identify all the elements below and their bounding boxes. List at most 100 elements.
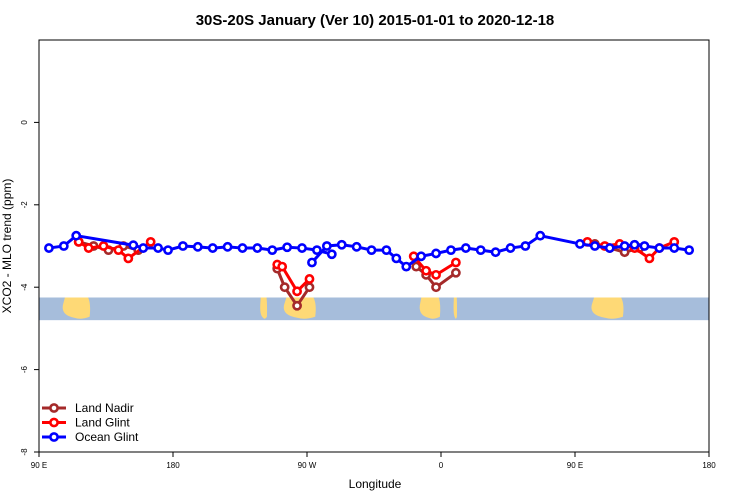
ocean-glint-point xyxy=(267,245,278,256)
ocean-glint-point xyxy=(401,261,412,272)
ocean-glint-point xyxy=(684,245,695,256)
legend-marker xyxy=(49,432,59,442)
land-glint-point xyxy=(98,241,109,251)
madagascar-landmass xyxy=(453,297,458,319)
ocean-glint-point xyxy=(575,239,585,249)
ocean-glint-point xyxy=(535,230,546,241)
ocean-glint-point xyxy=(505,243,516,253)
land-nadir-point xyxy=(431,282,441,293)
legend-item-land-nadir: Land Nadir xyxy=(42,401,134,415)
australia-landmass-east xyxy=(591,297,624,319)
y-tick-label: -6 xyxy=(20,365,29,373)
ocean-glint-point xyxy=(366,245,377,256)
ocean-glint-point xyxy=(629,239,640,250)
ocean-glint-point xyxy=(351,241,362,252)
series-layer xyxy=(44,230,695,311)
land-glint-point xyxy=(304,274,315,284)
y-tick-label: -4 xyxy=(20,283,29,291)
ocean-glint-point xyxy=(654,243,665,253)
ocean-glint-point xyxy=(282,242,293,253)
land-nadir-point xyxy=(304,282,315,293)
x-tick-label: 180 xyxy=(702,461,716,470)
x-tick-label: 90 W xyxy=(298,461,317,470)
x-tick-label: 90 E xyxy=(567,461,583,470)
x-axis: 90 E 180 90 W 0 90 E 180 xyxy=(31,452,716,470)
ocean-glint-point xyxy=(604,243,615,253)
ocean-glint-point xyxy=(297,243,307,253)
land-glint-point xyxy=(450,257,461,268)
x-tick-label: 90 E xyxy=(31,461,47,470)
ocean-glint-point xyxy=(237,243,248,253)
y-tick-label: -8 xyxy=(20,448,29,456)
land-glint-point xyxy=(113,245,124,256)
x-tick-label: 180 xyxy=(166,461,180,470)
land-glint-line xyxy=(412,255,457,277)
ocean-glint-point xyxy=(589,241,600,251)
land-nadir-point xyxy=(292,300,302,311)
ocean-glint-point xyxy=(446,245,456,256)
ocean-glint-point xyxy=(490,247,501,258)
ocean-glint-point xyxy=(178,241,188,251)
ocean-glint-point xyxy=(207,243,218,253)
ocean-glint-point xyxy=(312,245,322,256)
australia-landmass xyxy=(62,297,91,319)
land-nadir-line xyxy=(415,265,457,290)
ocean-glint-point xyxy=(138,243,149,253)
ocean-glint-point xyxy=(128,240,139,251)
map-strip xyxy=(39,297,709,321)
ocean-glint-point xyxy=(391,253,402,264)
ocean-glint-point xyxy=(163,245,173,256)
ocean-glint-point xyxy=(58,241,69,251)
ocean-glint-point xyxy=(381,245,392,256)
legend-label: Land Nadir xyxy=(75,401,134,415)
y-tick-label: -2 xyxy=(20,201,29,209)
land-glint-point xyxy=(644,253,655,264)
land-nadir-point xyxy=(411,261,422,272)
ocean-glint-point xyxy=(71,230,82,241)
y-axis-label: XCO2 - MLO trend (ppm) xyxy=(0,179,14,314)
ocean-glint-point xyxy=(326,249,337,260)
land-glint-point xyxy=(421,265,432,276)
land-glint-point xyxy=(145,236,156,247)
legend-marker xyxy=(49,417,59,428)
africa-landmass xyxy=(419,297,441,319)
ocean-glint-point xyxy=(520,241,531,251)
land-glint-point xyxy=(431,269,441,280)
ocean-glint-point xyxy=(619,241,630,251)
x-axis-label: Longitude xyxy=(349,477,402,491)
ocean-glint-point xyxy=(252,243,263,253)
y-axis: 0 -2 -4 -6 -8 xyxy=(20,120,39,456)
ocean-glint-point xyxy=(669,243,680,253)
y-tick-label: 0 xyxy=(20,120,29,125)
series-ocean-glint xyxy=(44,230,695,272)
ocean-glint-point xyxy=(460,243,471,253)
land-glint-point xyxy=(277,261,288,272)
island-landmass xyxy=(260,297,268,319)
land-nadir-point xyxy=(279,282,290,293)
ocean-glint-point xyxy=(192,241,203,252)
chart-title: 30S-20S January (Ver 10) 2015-01-01 to 2… xyxy=(196,12,555,29)
legend-item-ocean-glint: Ocean Glint xyxy=(42,430,139,444)
legend-item-land-glint: Land Glint xyxy=(42,416,130,430)
ocean-band xyxy=(39,297,709,321)
ocean-glint-point xyxy=(321,241,332,251)
ocean-glint-point xyxy=(431,248,441,259)
ocean-glint-point xyxy=(416,251,427,262)
ocean-glint-point xyxy=(639,241,650,251)
x-tick-label: 0 xyxy=(439,461,444,470)
ocean-glint-point xyxy=(153,243,164,253)
ocean-glint-point xyxy=(222,241,233,252)
ocean-glint-point xyxy=(44,243,54,253)
plot-frame xyxy=(38,39,710,453)
land-nadir-line xyxy=(275,268,311,309)
legend-label: Land Glint xyxy=(75,416,130,430)
ocean-glint-point xyxy=(336,239,347,250)
legend-label: Ocean Glint xyxy=(75,430,139,444)
ocean-glint-point xyxy=(475,245,486,256)
ocean-glint-point xyxy=(307,257,317,268)
land-glint-point xyxy=(123,253,134,264)
land-nadir-point xyxy=(450,267,461,278)
land-glint-point xyxy=(83,243,94,253)
